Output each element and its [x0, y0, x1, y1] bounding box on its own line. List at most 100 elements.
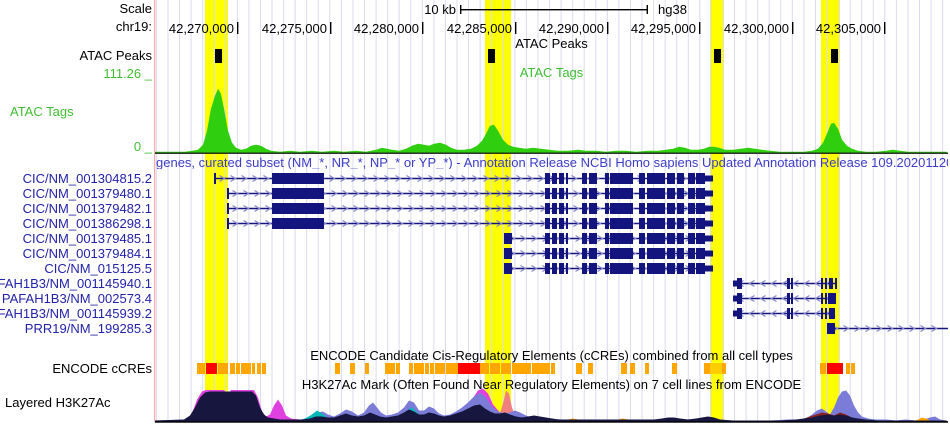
coordinate-label: 42,275,000	[262, 21, 327, 36]
gene-exon	[737, 308, 742, 319]
gridline	[907, 0, 909, 422]
gene-exon	[582, 233, 587, 244]
ccre-box	[409, 363, 413, 374]
strand-arrow-icon	[748, 294, 755, 303]
gene-exon	[552, 263, 557, 274]
strand-arrow-icon	[573, 189, 580, 198]
gene-row[interactable]	[733, 293, 836, 304]
strand-arrow-icon	[597, 234, 604, 243]
gene-row[interactable]	[733, 308, 835, 319]
gene-row[interactable]	[504, 233, 713, 244]
ccre-box	[252, 363, 255, 374]
gene-exon	[787, 308, 790, 319]
gene-exon	[647, 218, 665, 229]
gene-exon	[605, 248, 609, 259]
gridline	[259, 0, 261, 422]
gene-exon	[589, 173, 597, 184]
gene-row[interactable]	[733, 278, 837, 289]
atac-peaks-track-label[interactable]: ATAC Peaks	[79, 48, 152, 63]
gene-label[interactable]: PAFAH1B3/NM_001145939.2	[0, 305, 152, 321]
gene-label[interactable]: PRR19/NM_199285.3	[24, 320, 152, 336]
ccre-box	[262, 363, 266, 374]
strand-arrow-icon	[331, 189, 338, 198]
gene-utr	[705, 190, 713, 197]
strand-arrow-icon	[575, 234, 582, 243]
gene-row[interactable]	[504, 263, 713, 274]
scale-bar	[460, 5, 648, 14]
ccre-box	[551, 363, 555, 374]
gridline	[664, 0, 666, 422]
strand-arrow-icon	[781, 309, 788, 318]
plot-left-edge-line	[154, 0, 156, 422]
gene-exon	[589, 203, 597, 214]
strand-arrow-icon	[395, 174, 402, 183]
strand-arrow-icon	[463, 219, 470, 228]
strand-arrow-icon	[485, 204, 492, 213]
strand-arrow-icon	[265, 204, 272, 213]
gene-exon	[667, 233, 675, 244]
gene-exon	[647, 173, 665, 184]
gene-label[interactable]: CIC/NM_001379480.1	[22, 185, 152, 201]
strand-arrow-icon	[527, 174, 534, 183]
strand-arrow-icon	[803, 279, 810, 288]
gene-exon	[667, 173, 675, 184]
atac-tags-track-label[interactable]: ATAC Tags	[10, 104, 74, 119]
gridline	[340, 0, 342, 422]
h3k27ac-track-label[interactable]: Layered H3K27Ac	[5, 395, 111, 410]
strand-arrow-icon	[770, 279, 777, 288]
gene-label[interactable]: CIC/NM_001379485.1	[22, 230, 152, 246]
strand-arrow-icon	[803, 309, 810, 318]
strand-arrow-icon	[353, 189, 360, 198]
ccre-box	[820, 363, 826, 374]
strand-arrow-icon	[428, 174, 435, 183]
gene-exon	[566, 218, 568, 229]
gene-row[interactable]	[227, 188, 713, 199]
gene-row[interactable]	[214, 173, 713, 184]
gene-exon	[696, 248, 705, 259]
gene-exon	[582, 218, 587, 229]
strand-arrow-icon	[876, 324, 883, 333]
gene-exon	[696, 203, 705, 214]
gene-label[interactable]: CIC/NM_001386298.1	[22, 215, 152, 231]
gene-exon	[545, 233, 550, 244]
strand-arrow-icon	[342, 219, 349, 228]
ccre-box	[385, 363, 395, 374]
ccre-box	[335, 363, 340, 374]
gene-exon	[272, 188, 324, 199]
gene-exon	[639, 218, 645, 229]
gene-exon	[688, 188, 695, 199]
coordinate-tick	[237, 22, 239, 34]
gene-exon	[610, 173, 633, 184]
gene-exon	[545, 248, 550, 259]
gene-label[interactable]: CIC/NM_001304815.2	[22, 170, 152, 186]
ccre-box	[501, 363, 511, 374]
gene-exon	[825, 293, 827, 304]
ccre-box	[537, 363, 550, 374]
ccre-box	[206, 363, 217, 374]
gene-exon	[605, 233, 609, 244]
ccre-track-label[interactable]: ENCODE cCREs	[52, 361, 152, 376]
strand-arrow-icon	[397, 189, 404, 198]
gene-label[interactable]: CIC/NM_001379482.1	[22, 200, 152, 216]
gridline	[722, 0, 724, 422]
ccre-box	[450, 363, 453, 374]
strand-arrow-icon	[450, 174, 457, 183]
gridline	[768, 0, 770, 422]
gene-exon	[647, 248, 665, 259]
gridline	[780, 0, 782, 422]
strand-arrow-icon	[362, 174, 369, 183]
gene-row[interactable]	[827, 323, 948, 334]
gene-row[interactable]	[227, 218, 713, 229]
strand-arrow-icon	[254, 219, 261, 228]
gene-row[interactable]	[504, 248, 713, 259]
gene-label[interactable]: CIC/NM_001379484.1	[22, 245, 152, 261]
strand-arrow-icon	[219, 174, 226, 183]
strand-arrow-icon	[792, 309, 799, 318]
gene-label[interactable]: PAFAH1B3/NM_001145940.1	[0, 275, 152, 291]
strand-arrow-icon	[329, 174, 336, 183]
gene-row[interactable]	[227, 203, 713, 214]
gene-label[interactable]: CIC/NM_015125.5	[44, 260, 152, 276]
gridline	[190, 0, 192, 422]
gene-label[interactable]: PAFAH1B3/NM_002573.4	[1, 290, 152, 306]
